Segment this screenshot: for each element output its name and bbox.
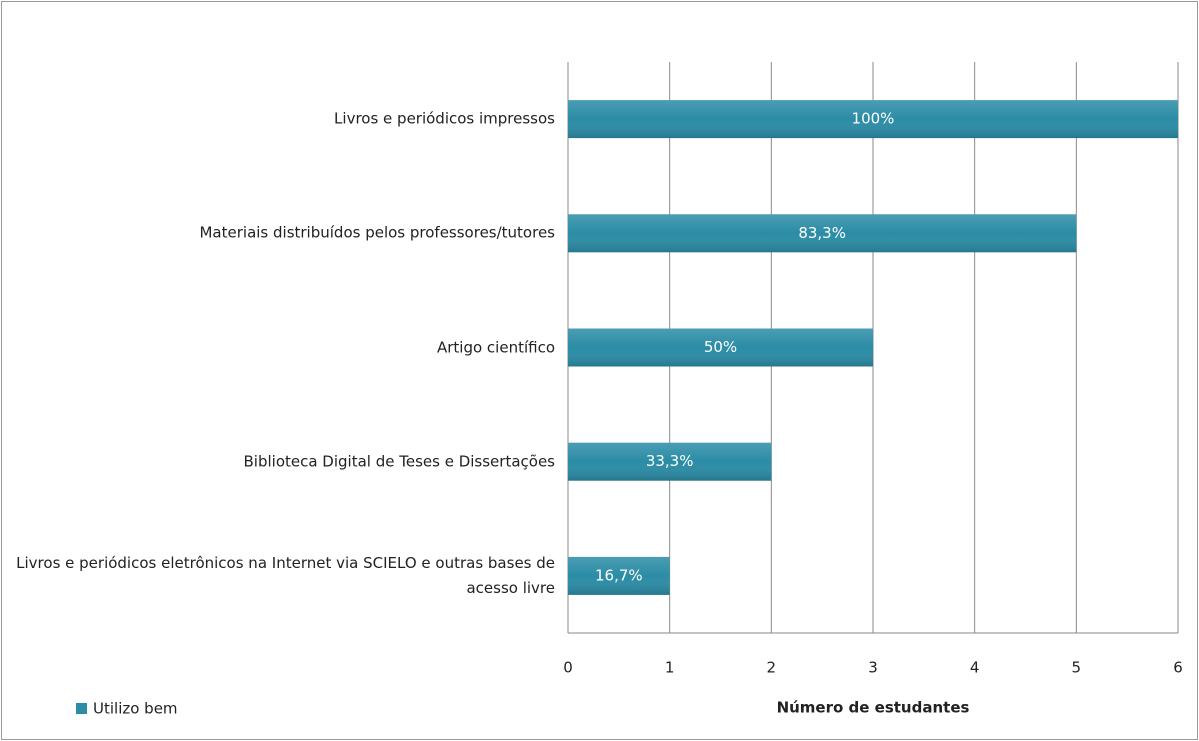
x-tick-label: 5 [1072, 659, 1082, 677]
bar-value-label: 100% [852, 110, 895, 128]
x-tick-label: 0 [563, 659, 573, 677]
bar-shade [568, 328, 873, 367]
y-tick-label: Materiais distribuídos pelos professores… [199, 223, 555, 242]
y-tick-label: Biblioteca Digital de Teses e Dissertaçõ… [243, 452, 556, 471]
bar-shade [568, 556, 670, 595]
x-tick-label: 1 [665, 659, 675, 677]
bar-value-label: 50% [704, 338, 737, 356]
bar-shade [568, 214, 1077, 253]
x-tick-label: 6 [1173, 659, 1183, 677]
bar-shade [568, 100, 1178, 139]
legend-swatch [76, 703, 87, 714]
x-tick-label: 3 [868, 659, 878, 677]
y-tick-label: Artigo científico [436, 338, 555, 356]
bar-value-label: 16,7% [595, 566, 643, 584]
x-tick-label: 2 [767, 659, 777, 677]
x-axis-title: Número de estudantes [777, 699, 970, 717]
legend-label: Utilizo bem [93, 700, 178, 718]
y-tick-label: Livros e periódicos eletrônicos na Inter… [16, 553, 555, 597]
y-tick-label: Livros e periódicos impressos [334, 109, 555, 128]
bar-value-label: 83,3% [798, 224, 846, 242]
bar-value-label: 33,3% [646, 452, 694, 470]
bar-shade [568, 442, 772, 481]
x-tick-label: 4 [970, 659, 980, 677]
